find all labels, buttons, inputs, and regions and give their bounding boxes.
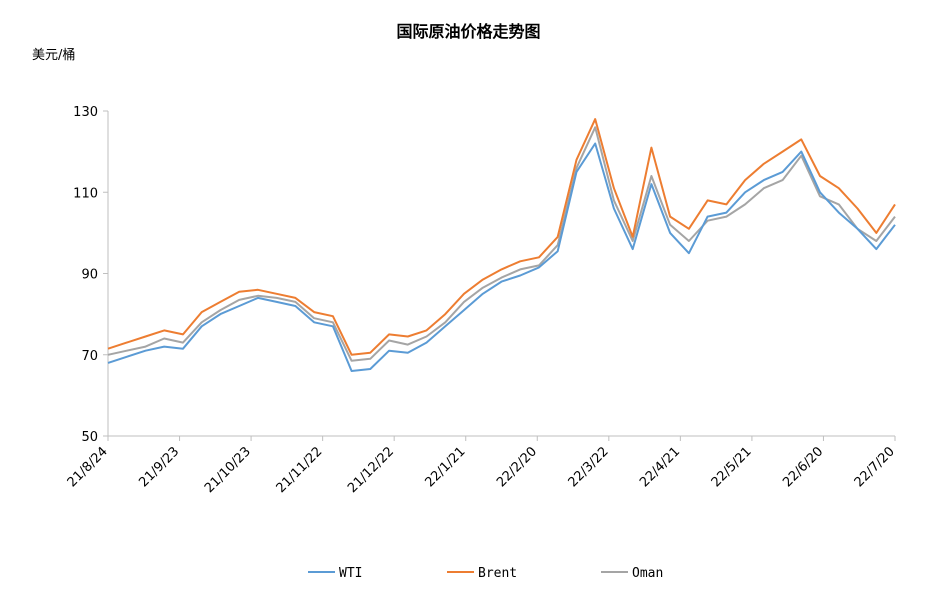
chart-title: 国际原油价格走势图 — [396, 22, 541, 41]
y-tick-label: 110 — [73, 186, 98, 201]
x-tick-label: 22/3/22 — [566, 444, 612, 490]
x-tick-label: 21/12/22 — [345, 444, 397, 496]
legend: WTI Brent Oman — [308, 566, 663, 581]
series-lines — [107, 118, 896, 372]
x-tick-label: 22/5/21 — [709, 444, 755, 490]
y-axis-unit-label: 美元/桶 — [32, 48, 76, 63]
x-tick-label: 22/6/20 — [780, 444, 826, 490]
x-tick-label: 22/2/20 — [494, 444, 540, 490]
x-tick-label: 22/4/21 — [637, 444, 683, 490]
y-tick-label: 50 — [81, 430, 98, 445]
legend-label-oman: Oman — [632, 566, 663, 581]
y-tick-label: 90 — [81, 268, 98, 283]
x-tick-label: 21/10/23 — [202, 444, 254, 496]
x-tick-label: 21/8/24 — [65, 444, 111, 490]
y-tick-label: 70 — [81, 349, 98, 364]
x-tick-label: 21/11/22 — [274, 444, 326, 496]
x-tick-label: 21/9/23 — [136, 444, 182, 490]
axes: 50 70 90 110 130 21/8/24 21/9/23 21/10/23 21/11/… — [65, 105, 898, 496]
legend-label-wti: WTI — [339, 566, 362, 581]
y-tick-label: 130 — [73, 105, 98, 120]
x-tick-label: 22/7/20 — [852, 444, 898, 490]
legend-label-brent: Brent — [478, 566, 517, 581]
series-line-wti — [107, 142, 896, 372]
series-line-brent — [107, 118, 896, 356]
x-tick-label: 22/1/21 — [423, 444, 469, 490]
series-line-oman — [107, 126, 896, 362]
